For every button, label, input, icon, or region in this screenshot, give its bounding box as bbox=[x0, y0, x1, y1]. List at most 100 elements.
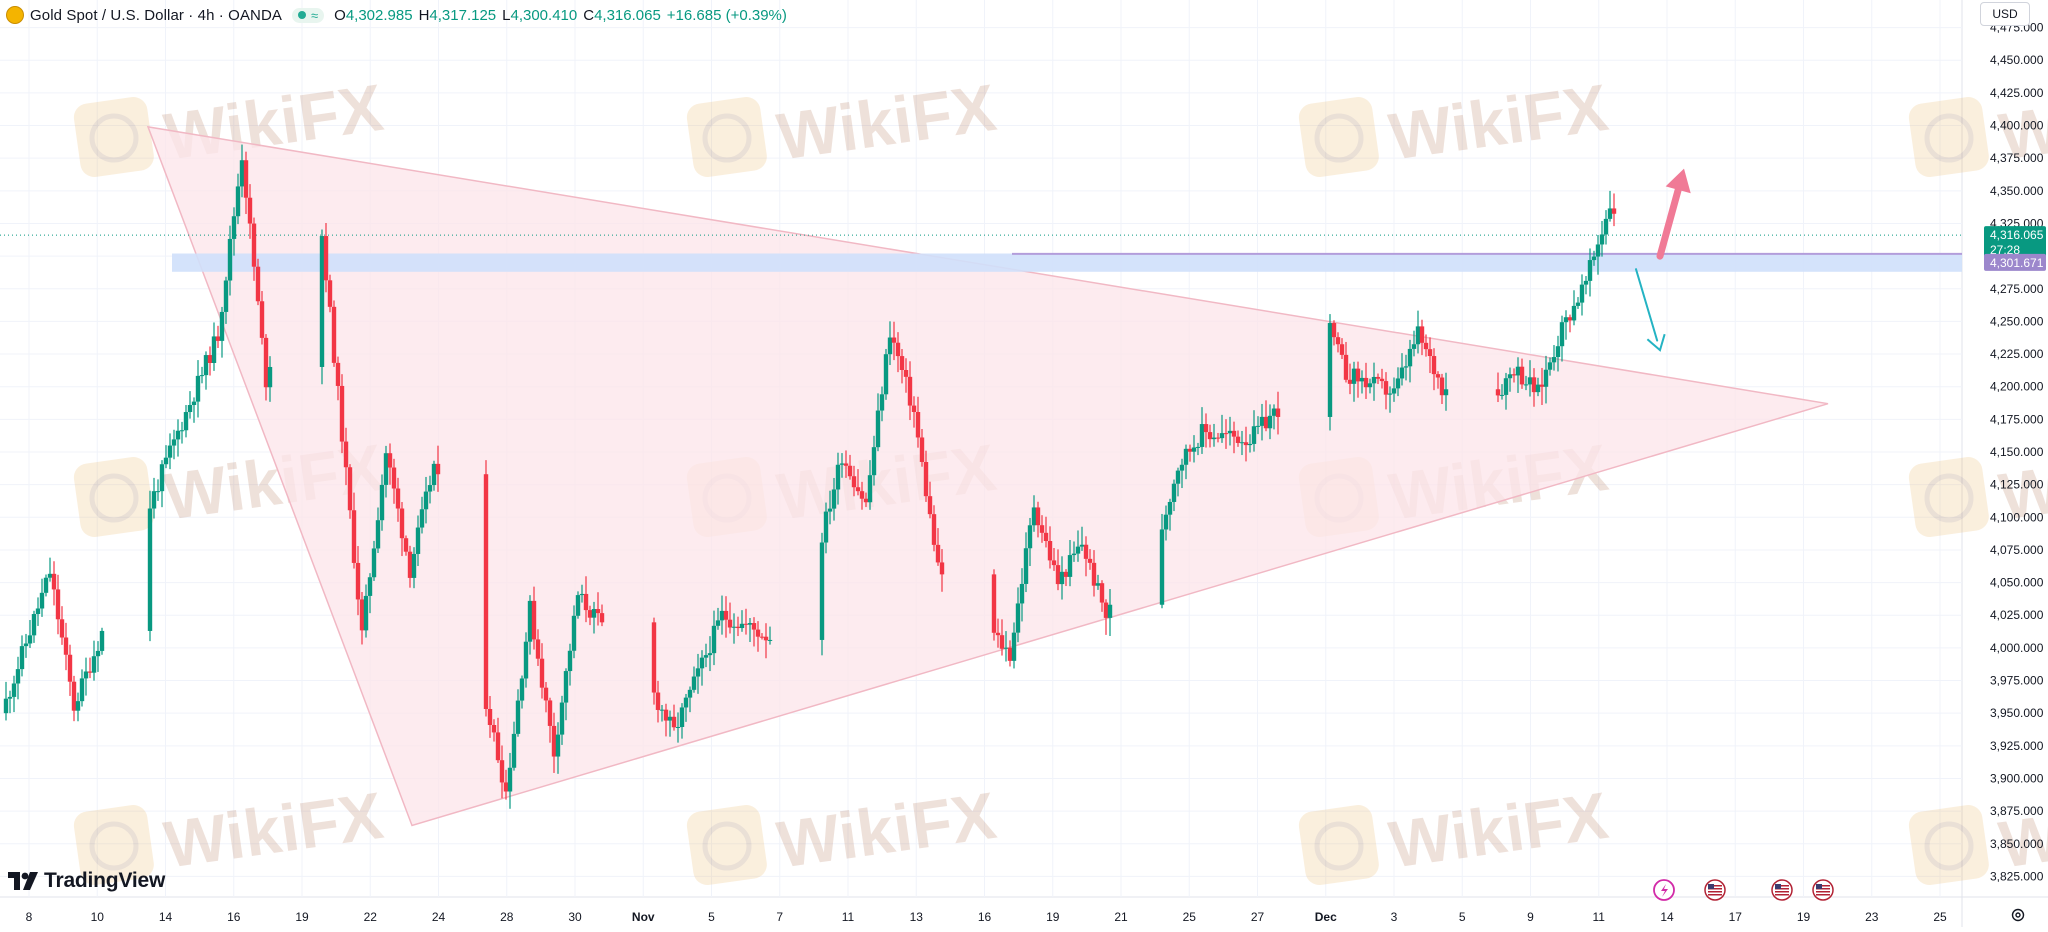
candle bbox=[1375, 373, 1381, 385]
candle bbox=[755, 621, 761, 652]
candle bbox=[195, 360, 201, 418]
candle bbox=[347, 464, 353, 519]
price-tick-label: 4,450.000 bbox=[1990, 53, 2044, 67]
lightning-event-icon[interactable] bbox=[1653, 879, 1675, 901]
candle bbox=[1251, 410, 1257, 452]
currency-selector[interactable]: USD bbox=[1980, 2, 2030, 26]
candle bbox=[379, 474, 385, 531]
candle bbox=[1235, 430, 1241, 447]
candle bbox=[403, 535, 409, 556]
candle bbox=[1603, 210, 1609, 245]
candle bbox=[567, 643, 573, 686]
low-label: L bbox=[502, 6, 511, 24]
wikifx-logo-icon bbox=[686, 805, 767, 885]
candle bbox=[695, 653, 701, 694]
candle bbox=[1191, 435, 1197, 463]
watermark-text: WikiFX bbox=[160, 778, 388, 882]
candle bbox=[1359, 370, 1365, 394]
candle bbox=[871, 435, 877, 486]
candle bbox=[835, 452, 841, 505]
candle bbox=[419, 496, 425, 534]
candle bbox=[687, 686, 693, 713]
candle bbox=[719, 595, 725, 635]
symbol-legend[interactable]: Gold Spot / U.S. Dollar · 4h · OANDA ≈ O… bbox=[6, 3, 787, 27]
candle bbox=[39, 578, 45, 617]
candle bbox=[499, 745, 505, 799]
candle bbox=[1515, 357, 1521, 393]
brand-name: TradingView bbox=[44, 869, 166, 892]
candle bbox=[939, 549, 945, 592]
candle bbox=[1079, 526, 1085, 551]
wikifx-logo-icon bbox=[1908, 805, 1989, 885]
wikifx-logo-icon bbox=[686, 97, 767, 177]
change-value: +16.685 (+0.39%) bbox=[666, 6, 787, 24]
candle bbox=[1063, 569, 1069, 587]
candle bbox=[1035, 501, 1041, 538]
candle bbox=[559, 695, 565, 745]
candle bbox=[923, 450, 929, 502]
candle bbox=[247, 184, 253, 239]
candle bbox=[1051, 547, 1057, 571]
candle bbox=[587, 605, 593, 626]
candle bbox=[371, 540, 377, 581]
tradingview-logo[interactable]: TradingView bbox=[8, 868, 165, 894]
candle bbox=[1567, 314, 1573, 333]
candle bbox=[15, 656, 21, 700]
candle bbox=[67, 644, 73, 696]
candle bbox=[367, 573, 373, 614]
us-flag-icon[interactable] bbox=[1812, 879, 1834, 901]
watermark-text: WikiFX bbox=[1385, 778, 1613, 882]
us-flag-icon[interactable] bbox=[1771, 879, 1793, 901]
candle bbox=[1563, 310, 1569, 340]
price-axis[interactable]: 4,475.0004,450.0004,425.0004,400.0004,37… bbox=[1984, 21, 2046, 884]
candle bbox=[535, 629, 541, 666]
wikifx-logo-icon bbox=[1908, 97, 1989, 177]
candle bbox=[1435, 371, 1441, 389]
gear-icon[interactable] bbox=[2010, 907, 2026, 923]
candle bbox=[1399, 353, 1405, 386]
candle bbox=[1003, 631, 1009, 662]
candle bbox=[1327, 314, 1333, 431]
candle bbox=[927, 481, 933, 519]
price-tick-label: 4,275.000 bbox=[1990, 282, 2044, 296]
price-tick-label: 4,400.000 bbox=[1990, 119, 2044, 133]
us-flag-icon[interactable] bbox=[1704, 879, 1726, 901]
candle bbox=[427, 475, 433, 504]
candle bbox=[1047, 526, 1053, 569]
candle bbox=[35, 597, 41, 626]
time-axis[interactable]: 8 10 14 16 19 22 24 28 30 Nov 5 7 11 13 16 19 21 25 27 Dec 3… bbox=[26, 910, 1947, 924]
candle bbox=[1595, 235, 1601, 275]
candle bbox=[391, 458, 397, 504]
candle bbox=[11, 675, 17, 713]
price-tick-label: 3,950.000 bbox=[1990, 706, 2044, 720]
candle bbox=[351, 492, 357, 569]
candle bbox=[71, 675, 77, 722]
candle bbox=[1043, 516, 1049, 548]
candle bbox=[1363, 362, 1369, 399]
candle bbox=[1067, 540, 1073, 587]
candle bbox=[1407, 339, 1413, 383]
candle bbox=[259, 291, 265, 345]
time-tick-label: 22 bbox=[364, 910, 378, 924]
time-tick-label: 14 bbox=[1660, 910, 1674, 924]
market-status[interactable]: ≈ bbox=[292, 7, 325, 23]
candle bbox=[1175, 467, 1181, 497]
candle bbox=[907, 361, 913, 421]
time-tick-label: 8 bbox=[26, 910, 33, 924]
candle bbox=[1539, 367, 1545, 405]
candle bbox=[879, 386, 885, 422]
candle bbox=[1547, 357, 1553, 376]
candle bbox=[859, 481, 865, 510]
candle bbox=[511, 721, 517, 771]
candle bbox=[767, 626, 773, 645]
symbol-title[interactable]: Gold Spot / U.S. Dollar · 4h · OANDA bbox=[30, 6, 283, 24]
candle bbox=[1087, 549, 1093, 570]
candle bbox=[991, 569, 997, 641]
candle bbox=[1183, 444, 1189, 480]
candle bbox=[47, 557, 53, 582]
high-label: H bbox=[418, 6, 430, 24]
candle bbox=[1343, 341, 1349, 383]
candle bbox=[1107, 589, 1113, 636]
